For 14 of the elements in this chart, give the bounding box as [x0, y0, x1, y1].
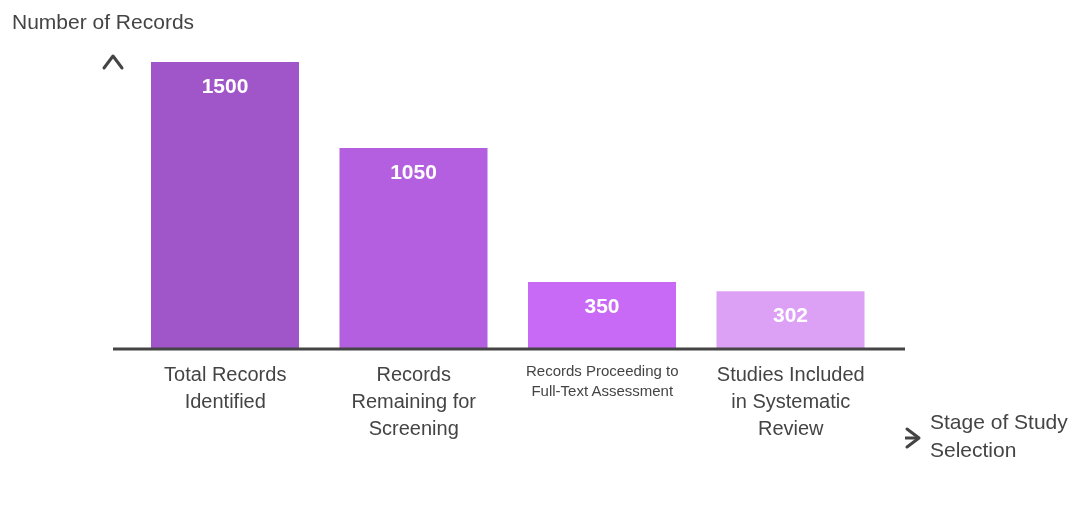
bar: [716, 291, 865, 349]
x-tick-label: Records Remaining for Screening: [351, 363, 477, 439]
x-axis-title: Stage of Study Selection: [930, 409, 1069, 463]
data-label: 350: [584, 293, 620, 317]
x-tick-label: Total Records Identified: [164, 363, 287, 412]
bar: [528, 282, 676, 349]
y-axis-title: Number of Records: [12, 10, 195, 34]
bar: [339, 148, 488, 349]
data-label: 1500: [201, 73, 249, 97]
data-label: 302: [772, 303, 809, 327]
x-tick-label: Studies Included in Systematic Review: [716, 363, 865, 439]
data-label: 1050: [390, 160, 437, 184]
x-tick-label: Records Proceeding to Full-Text Assessment: [525, 362, 679, 400]
bar: [151, 62, 299, 349]
